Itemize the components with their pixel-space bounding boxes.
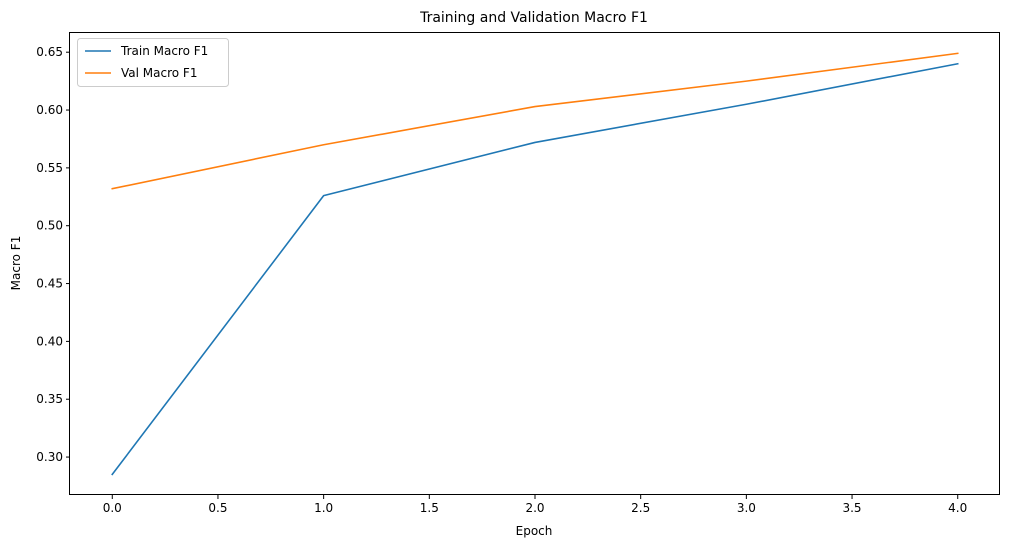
y-tick-label: 0.55 (36, 161, 63, 175)
x-tick-label: 2.0 (525, 501, 544, 515)
legend-box (77, 38, 229, 87)
x-axis: 0.0 0.5 1.0 1.5 2.0 2.5 3.0 3.5 4.0 (103, 495, 967, 515)
y-tick-label: 0.45 (36, 277, 63, 291)
x-tick-label: 1.0 (314, 501, 333, 515)
x-tick-label: 3.5 (842, 501, 861, 515)
series-line-val (111, 52, 959, 190)
x-tick-label: 1.5 (420, 501, 439, 515)
y-tick-label: 0.35 (36, 392, 63, 406)
y-tick-label: 0.30 (36, 450, 63, 464)
legend: Train Macro F1 Val Macro F1 (77, 38, 229, 87)
plot-area (69, 32, 1000, 495)
x-axis-label: Epoch (516, 524, 553, 538)
series-layer (111, 52, 959, 476)
y-axis-label: Macro F1 (9, 236, 23, 291)
x-tick-label: 2.5 (631, 501, 650, 515)
legend-label-train: Train Macro F1 (120, 44, 208, 58)
chart-title: Training and Validation Macro F1 (419, 10, 648, 26)
x-tick-label: 0.0 (103, 501, 122, 515)
y-axis: 0.30 0.35 0.40 0.45 0.50 0.55 0.60 0.65 (36, 45, 70, 464)
series-line-train (111, 62, 959, 476)
x-tick-label: 0.5 (208, 501, 227, 515)
y-tick-label: 0.40 (36, 334, 63, 348)
x-tick-label: 3.0 (737, 501, 756, 515)
y-tick-label: 0.60 (36, 103, 63, 117)
y-tick-label: 0.50 (36, 219, 63, 233)
x-tick-label: 4.0 (948, 501, 967, 515)
legend-label-val: Val Macro F1 (121, 66, 197, 80)
y-tick-label: 0.65 (36, 45, 63, 59)
